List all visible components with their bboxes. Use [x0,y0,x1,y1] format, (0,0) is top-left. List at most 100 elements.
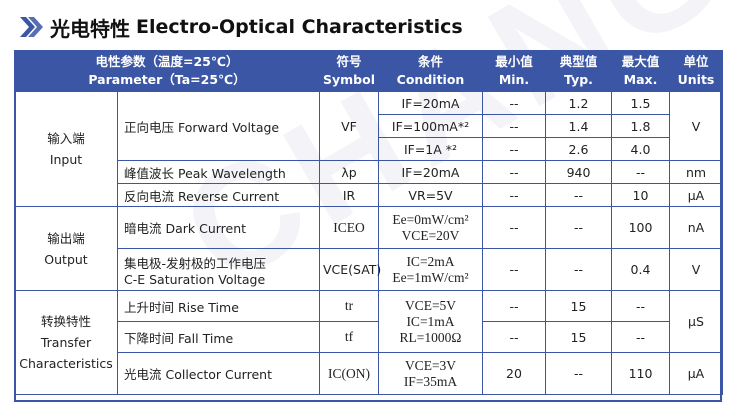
section-title: 光电特性 Electro-Optical Characteristics [18,10,463,44]
min-cell: -- [482,114,546,138]
unit-cell: V [669,248,723,291]
min-cell: 20 [482,352,546,395]
symbol-ic-on: IC(ON) [319,352,379,395]
param-peak-wavelength: 峰值波长 Peak Wavelength [117,160,320,184]
cond-switching: VCE=5V IC=1mA RL=1000Ω [378,290,483,353]
header-condition-cn: 条件 [417,54,443,69]
typ-cell: -- [545,352,612,395]
header-symbol-cn: 符号 [336,54,362,69]
param-dark-current: 暗电流 Dark Current [117,206,320,249]
header-condition: 条件 Condition [378,50,483,92]
group-transfer-cn: 转换特性 [40,314,91,329]
cond-if-20ma: IF=20mA [378,91,483,115]
cond-line: VCE=3V [404,357,457,373]
table-row: 集电极-发射极的工作电压 C-E Saturation Voltage VCE(… [15,248,723,291]
header-max: 最大值 Max. [611,50,670,92]
group-output-en: Output [44,251,88,267]
table-row: IF=1A *² -- 2.6 4.0 [15,137,723,161]
symbol-tf: tf [319,321,379,353]
min-cell: -- [482,183,546,207]
max-cell: -- [611,290,670,322]
table-row: 光电流 Collector Current IC(ON) VCE=3V IF=3… [15,352,723,395]
header-min-cn: 最小值 [495,54,533,69]
typ-cell: 1.2 [545,91,612,115]
cond-line: IC=2mA [406,253,455,269]
typ-cell: 15 [545,290,612,322]
table-row: 峰值波长 Peak Wavelength λp IF=20mA -- 940 -… [15,160,723,184]
min-cell: -- [482,91,546,115]
cond-if-100ma: IF=100mA*² [378,114,483,138]
param-fall-time: 下降时间 Fall Time [117,321,320,353]
unit-cell: nA [669,206,723,249]
max-cell: -- [611,321,670,353]
typ-cell: 2.6 [545,137,612,161]
header-parameter-cn: 电性参数（温度=25℃） [95,54,239,69]
max-cell: 10 [611,183,670,207]
min-cell: -- [482,290,546,322]
characteristics-table: 电性参数（温度=25℃） Parameter（Ta=25℃） 符号 Symbol… [14,50,723,395]
symbol-ir: IR [319,183,379,207]
max-cell: 100 [611,206,670,249]
param-line: 集电极-发射极的工作电压 [124,255,267,271]
cond-line: RL=1000Ω [399,329,462,345]
param-forward-voltage: 正向电压 Forward Voltage [117,91,320,161]
group-transfer-en1: Transfer [40,335,92,350]
cond-line: IC=1mA [406,313,455,329]
cond-line: VCE=5V [404,297,457,313]
typ-cell: 940 [545,160,612,184]
header-max-en: Max. [623,72,658,87]
max-cell: 1.8 [611,114,670,138]
symbol-iceo: ICEO [319,206,379,249]
min-cell: -- [482,160,546,184]
header-parameter: 电性参数（温度=25℃） Parameter（Ta=25℃） [14,50,320,92]
symbol-vf: VF [319,91,379,161]
header-max-cn: 最大值 [621,54,660,69]
header-units-cn: 单位 [683,54,709,69]
title-chinese: 光电特性 [50,16,130,41]
cond-line: Ee=1mW/cm² [392,269,469,285]
table-row: 转换特性 Transfer Characteristics 上升时间 Rise … [14,290,723,395]
group-transfer-en2: Characteristics [19,356,113,371]
typ-cell: 1.4 [545,114,612,138]
title-english: Electro-Optical Characteristics [136,16,463,38]
param-rise-time: 上升时间 Rise Time [117,290,320,322]
table-row: IF=100mA*² -- 1.4 1.8 [15,114,723,138]
table-row: 输入端 Input 正向电压 Forward Voltage VF IF=20m… [14,91,723,207]
min-cell: -- [482,321,546,353]
cond-line: Ee=0mW/cm² [392,211,469,227]
max-cell: 1.5 [611,91,670,115]
unit-cell: μS [669,290,723,353]
header-min: 最小值 Min. [482,50,546,92]
typ-cell: -- [545,248,612,291]
min-cell: -- [482,206,546,249]
header-typ: 典型值 Typ. [545,50,612,92]
unit-cell: μA [669,183,723,207]
typ-cell: -- [545,206,612,249]
max-cell: 0.4 [611,248,670,291]
group-output: 输出端 Output [14,206,118,291]
group-input-cn: 输入端 [47,131,85,146]
param-reverse-current: 反向电流 Reverse Current [117,183,320,207]
cond-cell: IF=20mA [378,160,483,184]
group-input: 输入端 Input [14,91,118,207]
header-units-en: Units [677,72,715,87]
cond-cell: VR=5V [378,183,483,207]
param-collector-current: 光电流 Collector Current [117,352,320,395]
unit-cell: V [669,91,723,161]
cond-ce-saturation: IC=2mA Ee=1mW/cm² [378,248,483,291]
param-line: C-E Saturation Voltage [124,271,266,287]
header-symbol: 符号 Symbol [319,50,379,92]
group-input-en: Input [49,152,83,167]
max-cell: 4.0 [611,137,670,161]
group-transfer: 转换特性 Transfer Characteristics [14,290,118,395]
symbol-tr: tr [319,290,379,322]
header-symbol-en: Symbol [323,72,375,87]
cond-collector-current: VCE=3V IF=35mA [378,352,483,395]
table-row: 下降时间 Fall Time tf -- 15 -- [15,321,723,353]
max-cell: -- [611,160,670,184]
header-min-en: Min. [498,72,530,87]
header-typ-cn: 典型值 [559,54,598,69]
table-row: 输出端 Output 暗电流 Dark Current ICEO Ee=0mW/… [14,206,723,291]
min-cell: -- [482,248,546,291]
cond-line: IF=35mA [403,373,458,389]
